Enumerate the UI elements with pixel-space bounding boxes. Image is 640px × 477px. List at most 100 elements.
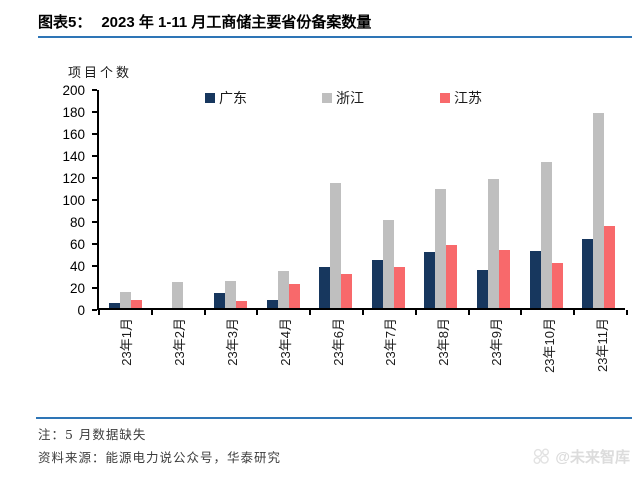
x-axis-label: 23年3月 — [225, 318, 240, 366]
bar-groups — [99, 90, 625, 308]
bar-group-23年6月 — [309, 90, 362, 308]
x-tick-mark — [573, 310, 576, 315]
bar-江苏 — [604, 225, 616, 308]
legend-swatch-icon — [440, 93, 450, 103]
footer-rule — [36, 417, 632, 419]
bar-广东 — [424, 251, 436, 308]
y-tick-label: 40 — [69, 259, 85, 274]
bar-浙江 — [435, 189, 447, 308]
bar-广东 — [529, 250, 541, 308]
legend-label: 浙江 — [336, 91, 364, 107]
x-tick-mark — [626, 310, 628, 315]
bar-广东 — [108, 302, 120, 308]
x-tick-mark — [520, 310, 523, 315]
y-tick-label: 180 — [62, 105, 85, 120]
title-underline — [38, 36, 632, 38]
y-tick-mark — [92, 309, 97, 311]
legend-item-浙江: 浙江 — [322, 88, 364, 108]
legend-label: 广东 — [219, 91, 247, 107]
y-tick-mark — [92, 287, 97, 289]
x-axis-label: 23年2月 — [172, 318, 188, 366]
x-tick-mark — [309, 310, 312, 315]
legend-item-广东: 广东 — [205, 88, 247, 108]
y-tick-label: 140 — [62, 149, 85, 164]
x-tick-mark — [467, 310, 470, 315]
y-tick-mark — [92, 133, 97, 135]
y-tick-label: 160 — [62, 127, 85, 142]
bar-group-23年2月 — [152, 90, 205, 308]
bar-江苏 — [341, 273, 353, 308]
bar-江苏 — [130, 300, 142, 308]
chart-note: 注：5 月数据缺失 — [38, 427, 147, 442]
x-axis-labels: 23年1月 23年2月 23年3月 23年4月 23年6月 23年7月 23年8月 23年9月… — [97, 316, 625, 416]
bar-浙江 — [277, 270, 289, 308]
y-tick-label: 60 — [69, 237, 85, 252]
y-tick-mark — [92, 177, 97, 179]
bar-浙江 — [487, 179, 499, 308]
y-tick-mark — [92, 265, 97, 267]
y-tick-mark — [92, 155, 97, 157]
x-axis-label: 23年4月 — [277, 318, 293, 366]
y-tick-mark — [92, 199, 97, 201]
bar-广东 — [582, 238, 594, 308]
x-axis-label: 23年10月 — [541, 318, 557, 373]
legend-label: 江苏 — [454, 91, 482, 107]
bar-浙江 — [224, 280, 236, 308]
bar-group-23年8月 — [415, 90, 468, 308]
legend-swatch-icon — [322, 93, 332, 103]
y-tick-label: 100 — [62, 193, 85, 208]
y-tick-mark — [92, 221, 97, 223]
page-title: 2023 年 1-11 月工商储主要省份备案数量 — [101, 14, 372, 31]
y-tick-mark — [92, 89, 97, 91]
bar-group-23年3月 — [204, 90, 257, 308]
legend-swatch-icon — [205, 93, 215, 103]
bar-江苏 — [393, 267, 405, 308]
x-tick-mark — [256, 310, 259, 315]
bar-浙江 — [330, 182, 342, 308]
bar-group-23年10月 — [520, 90, 573, 308]
x-axis-label: 23年11月 — [594, 318, 610, 372]
x-axis-label: 23年6月 — [330, 318, 346, 366]
y-axis-title: 项目个数 — [68, 66, 133, 81]
chart-header: 图表5： 2023 年 1-11 月工商储主要省份备案数量 — [38, 11, 632, 32]
x-tick-mark — [362, 310, 364, 315]
bar-广东 — [213, 292, 225, 308]
y-tick-mark — [92, 111, 97, 113]
bar-广东 — [266, 300, 278, 308]
bar-广东 — [476, 269, 488, 308]
bar-浙江 — [382, 220, 394, 308]
bar-广东 — [319, 267, 331, 308]
x-axis-label: 23年8月 — [436, 318, 452, 366]
watermark-text: @未来智库 — [555, 449, 630, 466]
x-tick-mark — [203, 310, 206, 315]
y-axis: 0 20 40 60 80 100 120 140 160 180 200 — [0, 83, 97, 318]
bar-浙江 — [593, 113, 605, 308]
y-tick-label: 200 — [62, 83, 85, 98]
watermark: @未来智库 — [532, 446, 630, 467]
bar-浙江 — [119, 291, 131, 308]
chart-source: 资料来源：能源电力说公众号，华泰研究 — [38, 450, 282, 465]
bar-group-23年11月 — [572, 90, 625, 308]
y-tick-label: 0 — [77, 303, 85, 318]
bar-group-23年7月 — [362, 90, 415, 308]
bar-group-23年1月 — [99, 90, 152, 308]
y-tick-label: 20 — [69, 281, 85, 296]
bar-group-23年9月 — [467, 90, 520, 308]
x-tick-mark — [150, 310, 153, 315]
bar-江苏 — [235, 301, 247, 308]
y-tick-label: 80 — [69, 215, 85, 230]
x-tick-mark — [98, 310, 100, 315]
bar-浙江 — [540, 161, 552, 308]
y-tick-mark — [92, 243, 97, 245]
y-tick-label: 120 — [62, 171, 85, 186]
plot-area: 广东 浙江 江苏 — [97, 88, 628, 315]
bar-江苏 — [551, 262, 563, 308]
x-tick-mark — [414, 310, 417, 315]
x-axis-label: 23年1月 — [119, 318, 135, 366]
x-axis-label: 23年9月 — [489, 318, 504, 366]
watermark-logo-icon — [532, 447, 552, 467]
legend-item-江苏: 江苏 — [440, 88, 482, 108]
figure-label: 图表5： — [38, 14, 92, 31]
bar-江苏 — [498, 249, 510, 308]
bar-江苏 — [288, 283, 300, 308]
